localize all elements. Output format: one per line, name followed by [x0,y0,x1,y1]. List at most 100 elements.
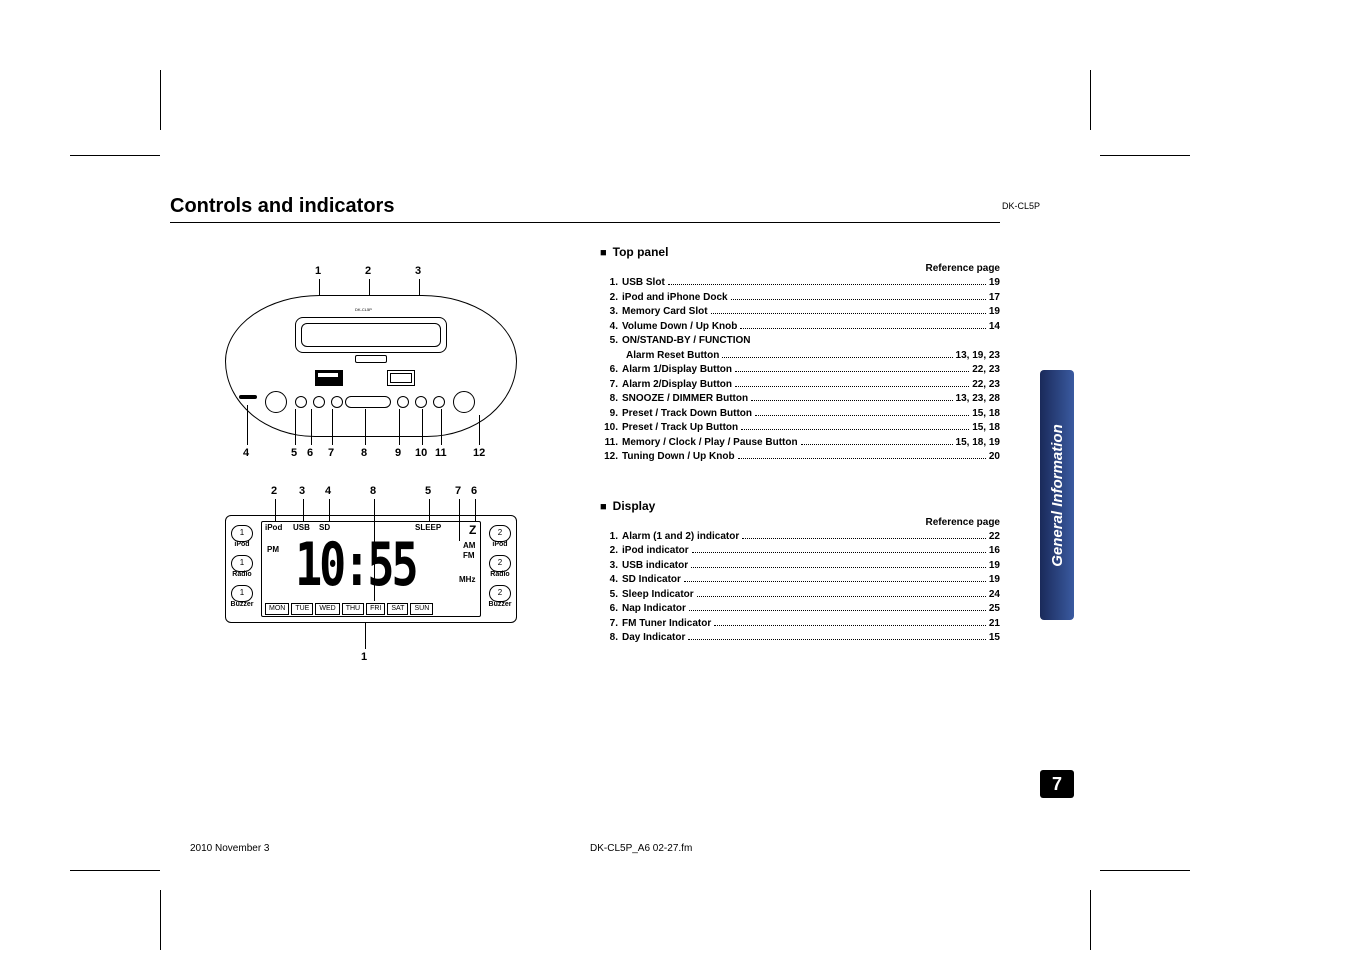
callout-line [365,409,366,445]
d-callout-3: 3 [299,485,305,497]
callout-7: 7 [328,447,334,459]
nap-indicator: Z [469,523,476,537]
list-item: Alarm Reset Button13, 19, 23 [626,349,1000,364]
alarm1-ipod-icon: 1 [231,525,253,542]
callout-line [332,409,333,445]
list-item: 12.Tuning Down / Up Knob 20 [600,450,1000,465]
d-callout-4: 4 [325,485,331,497]
sd-inner [390,373,412,383]
alarm1-buzzer-icon: 1 [231,585,253,602]
display-list: 1.Alarm (1 and 2) indicator222.iPod indi… [600,530,1000,646]
headphone-jack-icon [239,395,257,399]
alarm2-ipod-icon: 2 [489,525,511,542]
callout-10: 10 [415,447,427,459]
d-callout-8: 8 [370,485,376,497]
model-code: DK-CL5P [1002,201,1040,211]
list-item: 3.USB indicator19 [600,559,1000,574]
day-fri: FRI [366,603,385,615]
list-item: 5.ON/STAND-BY / FUNCTION [600,334,1000,349]
preset-down-icon [397,396,409,408]
alarm1-ipod-label: iPod [229,541,255,548]
reference-column: Top panel Reference page 1.USB Slot192.i… [600,235,1000,665]
d-callout-1: 1 [361,651,367,663]
callout-line [365,623,366,649]
page-number: 7 [1040,770,1074,798]
callout-line [441,409,442,445]
alarm2-radio-label: Radio [487,571,513,578]
callout-9: 9 [395,447,401,459]
list-item: 1.USB Slot19 [600,276,1000,291]
crop-mark [1090,890,1091,950]
day-sat: SAT [387,603,408,615]
preset-up-icon [415,396,427,408]
crop-mark [1100,870,1190,871]
footer-file: DK-CL5P_A6 02-27.fm [590,843,692,854]
callout-3: 3 [415,265,421,277]
dock-inner [301,323,441,347]
memory-btn-icon [433,396,445,408]
alarm2-btn-icon [331,396,343,408]
alarm1-radio-label: Radio [229,571,255,578]
usb-opening [318,373,338,377]
snooze-btn-icon [345,396,391,408]
clock-time: 10:55 [275,535,436,595]
d-callout-5: 5 [425,485,431,497]
callout-5: 5 [291,447,297,459]
callout-4: 4 [243,447,249,459]
callout-line [479,415,480,445]
ref-page-label2: Reference page [600,517,1000,528]
list-item: 1.Alarm (1 and 2) indicator22 [600,530,1000,545]
volume-knob-icon [265,391,287,413]
dock-model-text: DK-CL5P [355,307,372,312]
crop-mark [1090,70,1091,130]
list-item: 3.Memory Card Slot19 [600,305,1000,320]
d-callout-2: 2 [271,485,277,497]
list-item: 4.Volume Down / Up Knob14 [600,320,1000,335]
crop-mark [70,870,160,871]
am-indicator: AM [463,541,475,550]
section-tab-label: General Information [1049,424,1066,567]
mhz-indicator: MHz [459,575,475,584]
alarm2-ipod-label: iPod [487,541,513,548]
sleep-indicator: SLEEP [415,523,441,532]
top-panel-heading: Top panel [600,245,1000,259]
d-callout-7: 7 [455,485,461,497]
ref-page-label: Reference page [600,263,1000,274]
page-content: DK-CL5P Controls and indicators 1 2 3 DK… [170,195,1030,835]
list-item: 6.Nap Indicator25 [600,602,1000,617]
power-btn-icon [295,396,307,408]
display-heading: Display [600,499,1000,513]
list-item: 4.SD Indicator19 [600,573,1000,588]
fm-indicator: FM [463,551,475,560]
page-title: Controls and indicators [170,195,1000,223]
alarm2-buzzer-icon: 2 [489,585,511,602]
footer-date: 2010 November 3 [190,843,270,854]
callout-line [422,409,423,445]
alarm1-radio-icon: 1 [231,555,253,572]
callout-1: 1 [315,265,321,277]
callout-line [399,409,400,445]
alarm1-btn-icon [313,396,325,408]
day-strip: MON TUE WED THU FRI SAT SUN [265,603,433,615]
top-panel-list: 1.USB Slot192.iPod and iPhone Dock173.Me… [600,276,1000,465]
list-item: 5.Sleep Indicator24 [600,588,1000,603]
crop-mark [1100,155,1190,156]
diagrams-column: 1 2 3 DK-CL5P [170,235,570,665]
list-item: 7.Alarm 2/Display Button22, 23 [600,378,1000,393]
day-sun: SUN [410,603,433,615]
day-wed: WED [315,603,339,615]
ipod-indicator: iPod [265,523,282,532]
callout-6: 6 [307,447,313,459]
alarm1-buzzer-label: Buzzer [229,601,255,608]
list-item: 11.Memory / Clock / Play / Pause Button1… [600,436,1000,451]
d-callout-6: 6 [471,485,477,497]
list-item: 9.Preset / Track Down Button15, 18 [600,407,1000,422]
dock-connector [355,355,387,363]
display-diagram: 2 3 4 8 5 7 6 1 iPod 1 Radio [215,485,525,665]
crop-mark [70,155,160,156]
callout-2: 2 [365,265,371,277]
crop-mark [160,890,161,950]
section-tab: General Information [1040,370,1074,620]
crop-mark [160,70,161,130]
list-item: 8.Day Indicator15 [600,631,1000,646]
